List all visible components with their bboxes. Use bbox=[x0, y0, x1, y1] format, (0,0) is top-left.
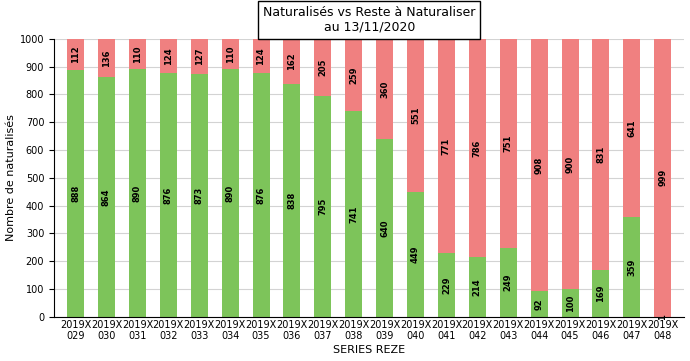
Bar bbox=[129, 69, 146, 317]
Text: 641: 641 bbox=[627, 119, 636, 137]
Text: 259: 259 bbox=[349, 66, 358, 84]
Text: 92: 92 bbox=[535, 298, 544, 310]
Text: 831: 831 bbox=[596, 146, 606, 163]
Bar bbox=[315, 39, 331, 96]
X-axis label: SERIES REZE: SERIES REZE bbox=[333, 345, 405, 356]
Bar bbox=[407, 192, 424, 317]
Bar bbox=[98, 77, 115, 317]
Text: 229: 229 bbox=[442, 276, 451, 294]
Bar bbox=[345, 111, 362, 317]
Text: 771: 771 bbox=[442, 138, 451, 155]
Bar bbox=[376, 39, 393, 139]
Text: 162: 162 bbox=[288, 53, 297, 70]
Text: 249: 249 bbox=[504, 274, 513, 291]
Bar bbox=[469, 39, 486, 257]
Text: 124: 124 bbox=[257, 47, 266, 65]
Bar bbox=[253, 73, 270, 317]
Bar bbox=[315, 96, 331, 317]
Bar bbox=[190, 74, 208, 317]
Bar bbox=[345, 39, 362, 111]
Text: 127: 127 bbox=[195, 48, 204, 65]
Bar bbox=[221, 69, 239, 317]
Y-axis label: Nombre de naturalisés: Nombre de naturalisés bbox=[6, 114, 16, 242]
Text: 551: 551 bbox=[411, 106, 420, 124]
Text: 359: 359 bbox=[627, 258, 636, 276]
Text: 449: 449 bbox=[411, 246, 420, 263]
Bar bbox=[190, 39, 208, 74]
Text: 999: 999 bbox=[658, 169, 667, 186]
Bar bbox=[284, 39, 300, 84]
Text: 876: 876 bbox=[164, 186, 172, 204]
Bar bbox=[67, 70, 84, 317]
Text: 786: 786 bbox=[473, 139, 482, 157]
Text: 110: 110 bbox=[133, 45, 142, 63]
Text: 864: 864 bbox=[102, 188, 111, 205]
Bar bbox=[469, 257, 486, 317]
Text: 908: 908 bbox=[535, 156, 544, 174]
Text: 900: 900 bbox=[566, 155, 575, 173]
Bar bbox=[376, 139, 393, 317]
Bar bbox=[500, 39, 517, 248]
Text: 876: 876 bbox=[257, 186, 266, 204]
Bar bbox=[531, 39, 548, 291]
Text: 110: 110 bbox=[226, 45, 235, 63]
Bar bbox=[500, 248, 517, 317]
Bar bbox=[253, 39, 270, 73]
Bar bbox=[284, 84, 300, 317]
Bar bbox=[221, 39, 239, 69]
Text: 360: 360 bbox=[380, 80, 389, 97]
Bar bbox=[531, 291, 548, 317]
Text: 890: 890 bbox=[226, 184, 235, 202]
Text: 205: 205 bbox=[318, 58, 327, 76]
Bar bbox=[407, 39, 424, 192]
Bar bbox=[160, 73, 177, 317]
Text: 214: 214 bbox=[473, 278, 482, 296]
Text: 838: 838 bbox=[288, 192, 297, 209]
Bar bbox=[562, 39, 579, 289]
Bar bbox=[623, 39, 640, 217]
Text: 136: 136 bbox=[102, 49, 111, 66]
Text: 873: 873 bbox=[195, 187, 204, 204]
Text: 100: 100 bbox=[566, 294, 575, 312]
Text: 888: 888 bbox=[71, 185, 80, 202]
Bar bbox=[98, 39, 115, 77]
Text: 890: 890 bbox=[133, 184, 142, 202]
Bar bbox=[654, 39, 671, 317]
Bar bbox=[160, 39, 177, 73]
Text: 169: 169 bbox=[596, 285, 606, 302]
Text: 795: 795 bbox=[318, 198, 327, 215]
Text: 112: 112 bbox=[71, 45, 80, 63]
Bar bbox=[129, 39, 146, 69]
Bar bbox=[67, 39, 84, 70]
Title: Naturalisés vs Reste à Naturaliser
au 13/11/2020: Naturalisés vs Reste à Naturaliser au 13… bbox=[263, 5, 475, 34]
Text: 751: 751 bbox=[504, 135, 513, 152]
Text: 124: 124 bbox=[164, 47, 172, 65]
Bar bbox=[438, 253, 455, 317]
Bar bbox=[438, 39, 455, 253]
Bar bbox=[593, 270, 609, 317]
Text: 640: 640 bbox=[380, 219, 389, 237]
Bar bbox=[593, 39, 609, 270]
Text: 1: 1 bbox=[658, 314, 667, 320]
Bar bbox=[623, 217, 640, 317]
Bar bbox=[562, 289, 579, 317]
Text: 741: 741 bbox=[349, 205, 358, 223]
